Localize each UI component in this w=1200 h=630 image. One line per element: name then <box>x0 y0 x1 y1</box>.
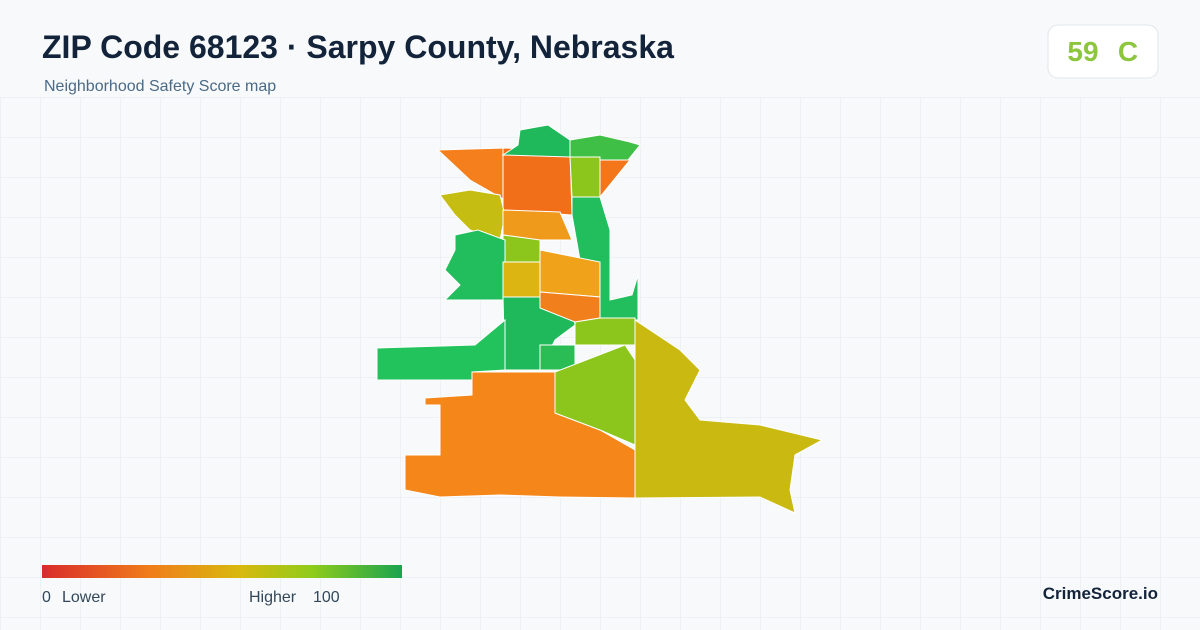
grade: C <box>1118 36 1138 67</box>
legend-min: 0 <box>42 589 51 606</box>
legend-min-label: Lower <box>62 589 106 606</box>
subtitle: Neighborhood Safety Score map <box>44 78 276 95</box>
legend-gradient <box>42 565 402 578</box>
score: 59 <box>1067 36 1098 67</box>
legend-max-label: Higher <box>249 589 297 606</box>
zip-map <box>376 124 824 514</box>
legend-max: 100 <box>313 589 340 606</box>
title: ZIP Code 68123 · Sarpy County, Nebraska <box>42 29 674 65</box>
score-badge <box>1047 24 1159 79</box>
brand: CrimeScore.io <box>1043 584 1158 603</box>
